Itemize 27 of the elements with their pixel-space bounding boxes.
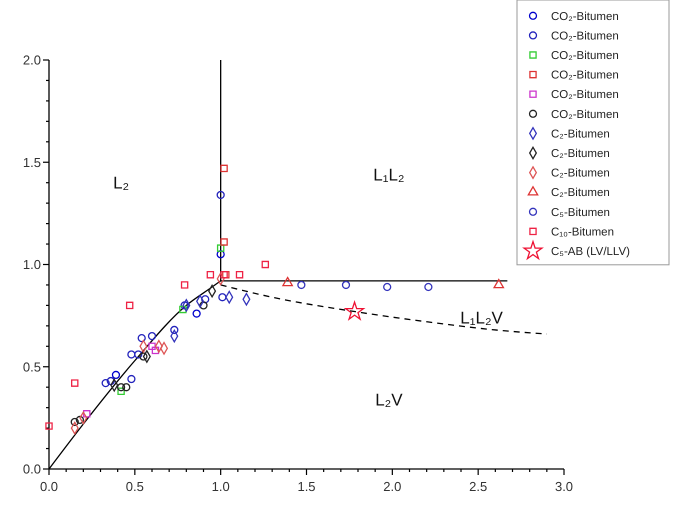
text: 3.0 <box>554 479 574 494</box>
annotation: L₂V <box>375 390 404 410</box>
text: 2.0 <box>383 479 402 494</box>
legend-label: CO₂-Bitumen <box>551 108 619 121</box>
legend-label: CO₂-Bitumen <box>551 89 619 102</box>
legend-label: CO₂-Bitumen <box>551 50 619 62</box>
x-tick-label: 2.5 <box>469 479 488 494</box>
annotation: L₁L₂ <box>373 165 405 184</box>
legend-label: C₂-Bitumen <box>551 187 610 200</box>
text: 1.0 <box>212 479 230 494</box>
legend-label: CO₂-Bitumen <box>551 10 619 23</box>
x-tick-label: 1.5 <box>297 479 316 494</box>
legend-label: CO₂-Bitumen <box>551 70 619 82</box>
annotation: L₂ <box>113 174 130 193</box>
legend-label: C₅-Bitumen <box>551 206 610 219</box>
legend-label: C₂-Bitumen <box>551 168 610 180</box>
text: 1.0 <box>22 257 41 272</box>
text: 2.0 <box>22 52 41 68</box>
legend-label: C₂-Bitumen <box>551 128 610 140</box>
text: 0.0 <box>22 462 41 477</box>
legend-label: C₁₀-Bitumen <box>551 226 614 238</box>
text: 0.0 <box>40 479 58 494</box>
legend-label: C₂-Bitumen <box>551 148 610 160</box>
legend-label: C₅-AB (LV/LLV) <box>551 246 630 258</box>
annotation: L₁L₂V <box>460 308 504 328</box>
x-tick-label: 0.5 <box>126 479 144 494</box>
legend-label: CO₂-Bitumen <box>551 30 619 42</box>
